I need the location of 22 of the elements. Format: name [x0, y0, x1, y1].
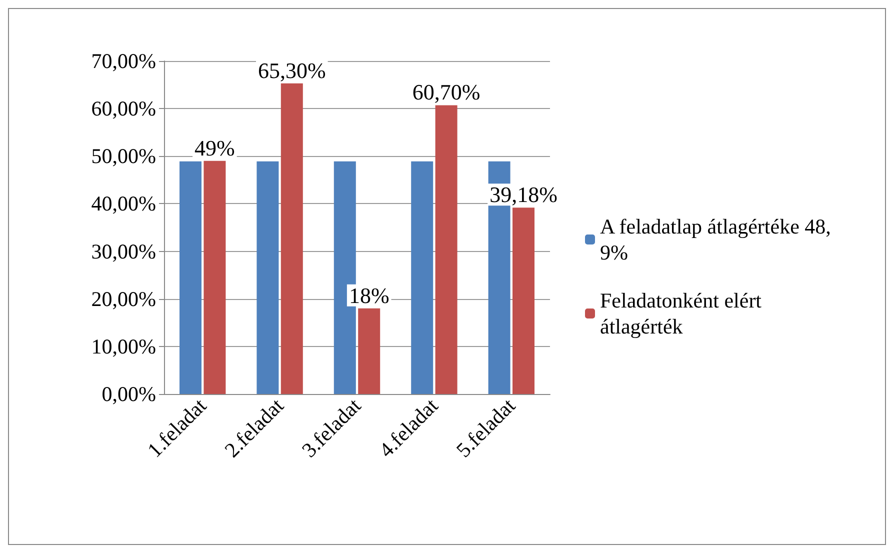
bar — [435, 105, 458, 394]
y-tick-label: 40,00% — [91, 192, 156, 216]
bar — [358, 308, 380, 394]
bar — [411, 161, 434, 394]
data-label: 18% — [348, 282, 390, 308]
bar — [512, 208, 534, 394]
y-tick-label: 10,00% — [91, 334, 156, 358]
y-tick-label: 20,00% — [91, 286, 156, 311]
legend-label: Feladatonként elért átlagérték — [600, 288, 767, 338]
data-label: 60,70% — [412, 80, 480, 105]
bar — [256, 161, 279, 394]
y-tick-label: 70,00% — [91, 49, 156, 73]
y-tick-label: 50,00% — [91, 144, 156, 168]
data-label: 65,30% — [258, 58, 326, 83]
legend-label: A feladatlap átlagértéke 48,9% — [600, 214, 831, 264]
bar — [204, 160, 226, 394]
data-label: 39,18% — [490, 182, 558, 208]
data-label: 49% — [194, 135, 235, 160]
y-tick-label: 60,00% — [91, 96, 156, 121]
bar — [180, 161, 202, 394]
y-tick-label: 30,00% — [91, 239, 156, 264]
bar — [280, 83, 303, 394]
